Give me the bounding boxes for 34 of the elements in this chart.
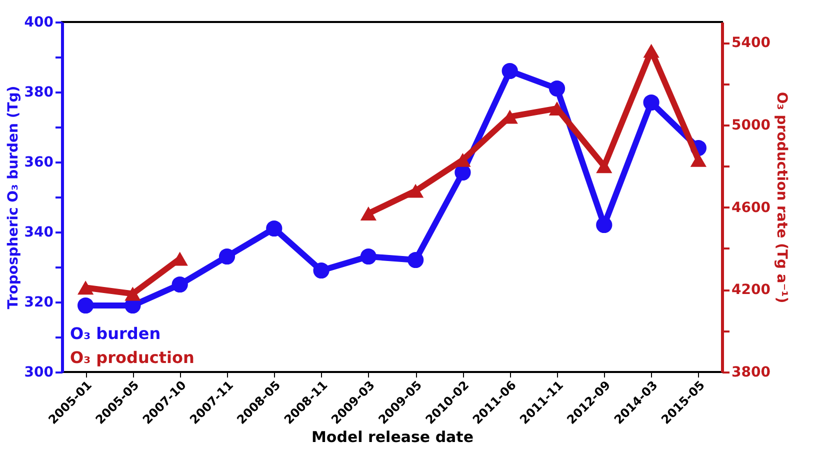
y-tick-label: 320 xyxy=(24,294,54,310)
point xyxy=(596,216,612,234)
y-tick-label: 400 xyxy=(24,14,54,30)
point xyxy=(548,80,566,97)
y-tick-label: 340 xyxy=(24,224,54,240)
point xyxy=(266,220,282,237)
y2-tick-label: 3800 xyxy=(732,364,771,380)
point xyxy=(124,286,141,301)
point xyxy=(690,152,706,167)
point xyxy=(596,159,612,174)
y2-tick-label: 4600 xyxy=(732,200,771,216)
y-tick-label: 360 xyxy=(24,154,54,170)
point xyxy=(408,184,424,198)
point xyxy=(172,276,188,293)
point xyxy=(502,62,518,80)
point xyxy=(218,248,236,265)
point xyxy=(360,206,376,220)
y2-axis-title: O₃ production rate (Tg a⁻¹) xyxy=(773,92,790,304)
point xyxy=(643,44,660,58)
y-tick-label: 300 xyxy=(24,364,54,380)
y2-tick-label: 5000 xyxy=(732,117,771,134)
point xyxy=(360,248,376,265)
series-label: O₃ burden xyxy=(70,324,161,343)
y-axis-title: Tropospheric O₃ burden (Tg) xyxy=(5,86,22,310)
point xyxy=(643,94,660,111)
x-axis-title: Model release date xyxy=(311,428,474,446)
point xyxy=(78,297,94,314)
y2-tick-label: 4200 xyxy=(732,282,771,298)
text: O₃ production xyxy=(70,348,194,367)
point xyxy=(408,252,424,268)
y-tick-label: 380 xyxy=(24,84,54,100)
y2-tick-label: 5400 xyxy=(732,35,771,52)
point xyxy=(78,280,94,295)
point xyxy=(313,262,330,279)
